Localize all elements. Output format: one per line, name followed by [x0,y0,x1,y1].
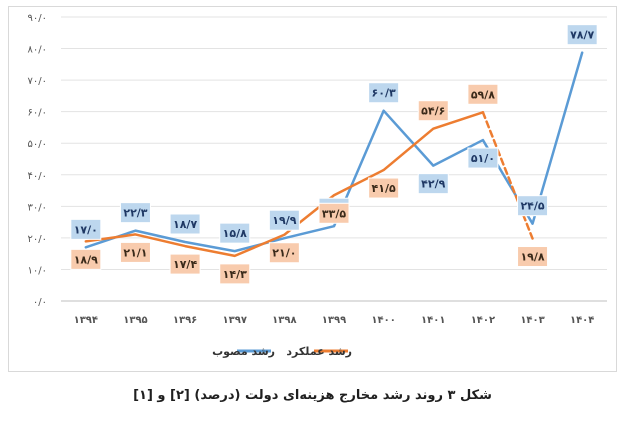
data-label-actual: ۵۹/۸ [467,83,499,105]
x-tick-label: ۱۳۹۴ [74,315,98,326]
data-label-text: ۱۸/۷ [173,218,197,231]
x-tick-label: ۱۳۹۷ [223,315,247,326]
data-label-text: ۱۵/۸ [223,227,247,240]
data-label-box [467,83,499,105]
y-tick-label: ۸۰/۰ [28,45,47,56]
series-line-dashed-segment [481,111,534,240]
data-label-box [517,195,549,217]
data-label-approved: ۲۴/۵ [517,195,549,217]
data-label-text: ۴۲/۹ [421,178,445,191]
x-axis-ticks: ۱۳۹۴ ۱۳۹۵ ۱۳۹۶ ۱۳۹۷ ۱۳۹۸ ۱۳۹۹ ۱۴۰۰ ۱۴۰۱ ۱۴۰۲ ۱۴۰۳… [74,315,595,326]
data-label-box [268,242,300,264]
data-label-text: ۱۴/۳ [223,268,247,281]
data-label-box [417,173,449,195]
data-label-box [70,218,102,240]
data-label-text: ۲۲/۳ [123,207,147,220]
data-label-text: ۱۸/۹ [74,253,98,266]
data-label-box [368,82,400,104]
x-tick-label: ۱۳۹۶ [173,315,197,326]
data-label-text: ۳۳/۵ [322,207,346,220]
data-label-box [268,209,300,231]
data-label-approved: ۱۵/۸ [219,222,251,244]
series-line-actual [84,111,485,258]
series-line-approved [84,51,584,253]
legend-label-actual: رشد عملکرد [286,345,352,358]
y-tick-label: ۱۰/۰ [28,265,47,276]
y-tick-label: ۵۰/۰ [28,139,47,150]
data-label-approved: ۲۲/۳ [119,202,151,224]
y-tick-label: ۲۰/۰ [28,234,47,245]
x-tick-label: ۱۴۰۱ [421,315,445,326]
data-label-actual: ۲۱/۱ [119,241,151,263]
series-lines [84,51,584,258]
legend-label-approved: رشد مصوب [212,345,275,358]
data-label-approved: ۱۷/۰ [70,218,102,240]
data-label-actual: ۱۸/۹ [70,248,102,270]
y-tick-label: ۳۰/۰ [28,202,47,213]
data-label-box [119,241,151,263]
data-label-box [119,202,151,224]
y-tick-label: ۴۰/۰ [28,171,47,182]
y-tick-label: ۷۰/۰ [28,76,47,87]
data-label-approved: ۵۱/۰ [467,147,499,169]
data-label-approved: ۱۹/۹ [268,209,300,231]
data-label-actual: ۱۹/۸ [517,246,549,268]
data-label-box [566,24,598,46]
data-label-text: ۲۱/۱ [123,246,147,259]
data-label-box [417,100,449,122]
data-label-box [70,248,102,270]
data-label-text: ۷۸/۷ [570,29,594,42]
data-label-text: ۱۹/۸ [520,251,544,264]
data-label-approved: ۶۰/۳ [368,82,400,104]
y-tick-label: ۶۰/۰ [28,108,47,119]
data-label-actual: ۱۷/۴ [169,253,201,275]
data-label-text: ۱۷/۰ [74,223,98,236]
data-label-box [517,246,549,268]
x-tick-label: ۱۴۰۰ [371,315,395,326]
x-tick-label: ۱۴۰۲ [471,315,495,326]
data-label-text: ۵۹/۸ [471,88,495,101]
data-label-box [219,222,251,244]
y-tick-label: ۰/۰ [33,297,47,308]
data-label-box [368,177,400,199]
data-label-text: ۵۱/۰ [471,152,495,165]
data-label-approved: ۷۸/۷ [566,24,598,46]
data-label-box [318,202,350,224]
x-tick-label: ۱۴۰۴ [570,315,594,326]
data-label-actual: ۳۳/۵ [318,202,350,224]
data-labels: ۱۷/۰۲۲/۳۱۸/۷۱۵/۸۱۹/۹۲۳/۷۶۰/۳۴۲/۹۵۱/۰۲۴/۵… [70,24,598,285]
data-label-approved: ۱۸/۷ [169,213,201,235]
data-label-actual: ۴۱/۵ [368,177,400,199]
data-label-box [467,147,499,169]
data-label-text: ۱۹/۹ [272,214,296,227]
data-label-text: ۲۱/۰ [272,247,296,260]
data-label-text: ۴۱/۵ [372,182,396,195]
data-label-text: ۶۰/۳ [372,87,396,100]
data-label-box [169,213,201,235]
data-label-text: ۵۴/۶ [421,105,445,118]
line-chart: ۰/۰۱۰/۰۲۰/۰۳۰/۰۴۰/۰۵۰/۰۶۰/۰۷۰/۰۸۰/۰۹۰/۰ … [28,13,607,358]
data-label-text: ۲۴/۵ [520,200,544,213]
figure-caption: شکل ۳ روند رشد مخارج هزینه‌ای دولت (درصد… [133,388,492,403]
data-label-box [219,263,251,285]
x-tick-label: ۱۳۹۹ [322,315,346,326]
data-label-actual: ۱۴/۳ [219,263,251,285]
data-label-actual: ۵۴/۶ [417,100,449,122]
legend: رشد مصوب رشد عملکرد [212,345,352,358]
data-label-box [169,253,201,275]
x-tick-label: ۱۳۹۵ [123,315,147,326]
chart-frame: ۰/۰ ۱۰/۰ ۲۰/۰ ۳۰/۰ ۴۰/۰ ۵۰/۰ ۶۰/۰ ۷۰/۰ ۸۰/۰ ۹۰/۰ … [8,6,617,372]
x-tick-label: ۱۴۰۳ [520,315,544,326]
y-axis-ticks: ۰/۰ ۱۰/۰ ۲۰/۰ ۳۰/۰ ۴۰/۰ ۵۰/۰ ۶۰/۰ ۷۰/۰ ۸۰/۰ ۹۰/۰ [28,13,47,308]
data-label-actual: ۲۱/۰ [268,242,300,264]
y-tick-label: ۹۰/۰ [28,13,47,24]
x-tick-label: ۱۳۹۸ [272,315,296,326]
data-label-text: ۱۷/۴ [173,258,197,271]
data-label-approved: ۴۲/۹ [417,173,449,195]
